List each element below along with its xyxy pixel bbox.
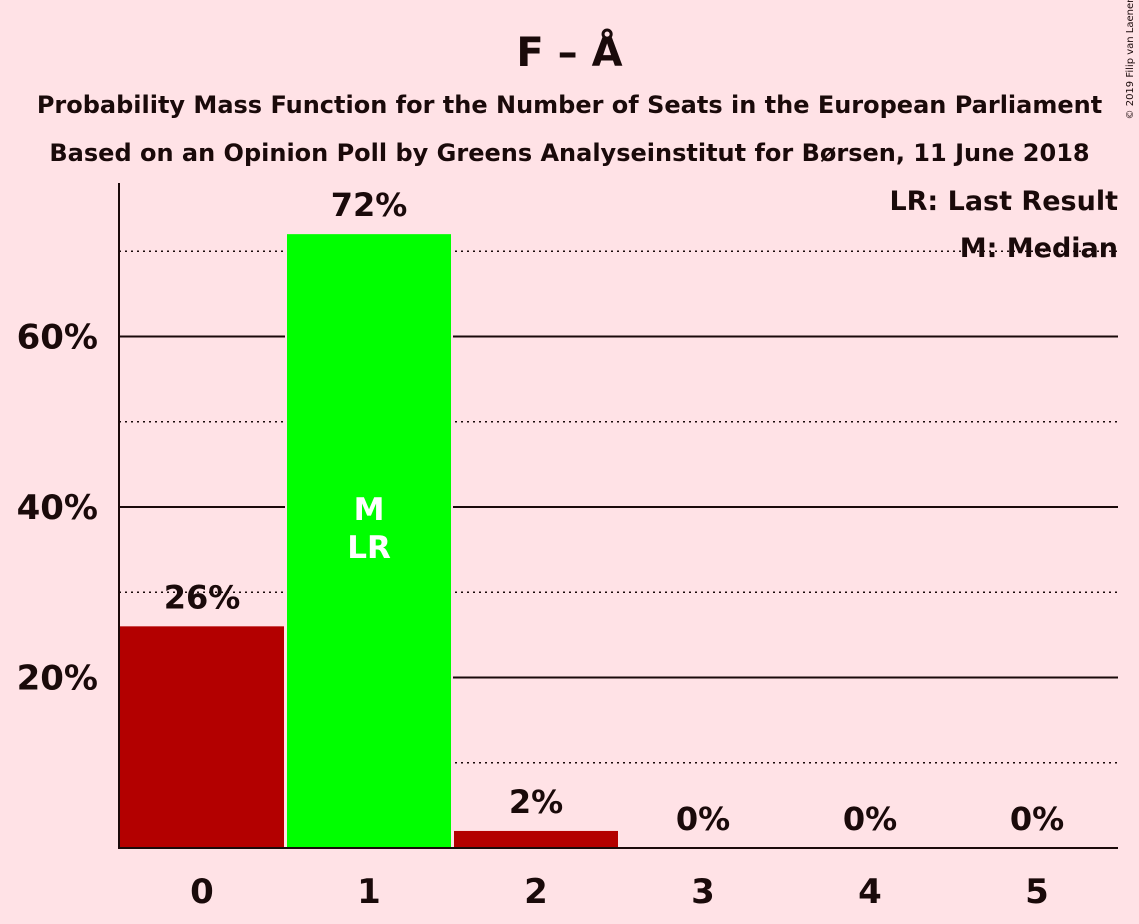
chart-title: F – Å bbox=[516, 27, 622, 76]
chart-subtitle-2: Based on an Opinion Poll by Greens Analy… bbox=[49, 139, 1089, 167]
x-tick-label: 4 bbox=[858, 872, 882, 912]
data-label: 2% bbox=[509, 783, 563, 821]
bar bbox=[120, 626, 284, 848]
x-tick-label: 3 bbox=[691, 872, 715, 912]
x-tick-label: 5 bbox=[1025, 872, 1049, 912]
bars bbox=[118, 234, 620, 849]
x-tick-label: 2 bbox=[524, 872, 548, 912]
y-tick-label: 60% bbox=[17, 317, 98, 357]
x-tick-label: 1 bbox=[357, 872, 381, 912]
data-label: 26% bbox=[164, 578, 241, 616]
data-label: 0% bbox=[676, 800, 730, 838]
axes: 20% 40% 60% 0 1 2 3 4 5 bbox=[17, 183, 1118, 912]
last-result-marker: LR bbox=[347, 530, 391, 566]
bar bbox=[287, 234, 451, 849]
copyright-text: © 2019 Filip van Laenen bbox=[1125, 0, 1136, 119]
y-tick-label: 40% bbox=[17, 488, 98, 528]
chart-subtitle-1: Probability Mass Function for the Number… bbox=[37, 91, 1102, 119]
legend-median: M: Median bbox=[960, 233, 1118, 264]
data-label: 0% bbox=[843, 800, 897, 838]
data-label: 72% bbox=[331, 186, 408, 224]
legend-last-result: LR: Last Result bbox=[889, 186, 1118, 217]
median-marker: M bbox=[354, 492, 385, 528]
y-tick-label: 20% bbox=[17, 658, 98, 698]
data-labels: 26% 72% 2% 0% 0% 0% MLR bbox=[164, 186, 1064, 838]
data-label: 0% bbox=[1010, 800, 1064, 838]
bar bbox=[454, 830, 618, 848]
x-tick-label: 0 bbox=[190, 872, 214, 912]
